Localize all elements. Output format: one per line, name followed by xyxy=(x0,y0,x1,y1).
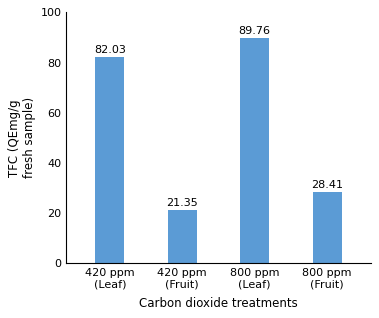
Bar xyxy=(168,210,197,263)
X-axis label: Carbon dioxide treatments: Carbon dioxide treatments xyxy=(139,297,298,310)
Text: 82.03: 82.03 xyxy=(94,45,126,55)
Text: 28.41: 28.41 xyxy=(311,180,343,190)
Text: 21.35: 21.35 xyxy=(166,198,198,208)
Bar xyxy=(240,38,269,263)
Y-axis label: TFC (QEmg/g
fresh sample): TFC (QEmg/g fresh sample) xyxy=(8,97,36,178)
Bar xyxy=(96,58,124,263)
Bar xyxy=(313,192,342,263)
Text: 89.76: 89.76 xyxy=(239,26,271,36)
